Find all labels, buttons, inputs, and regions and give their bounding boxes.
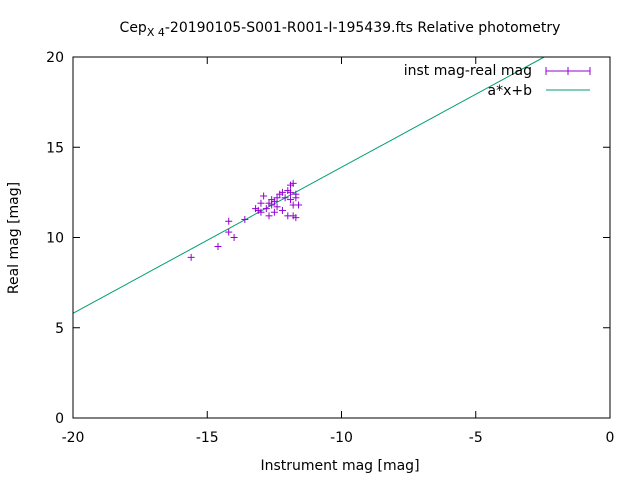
data-point bbox=[273, 203, 281, 211]
data-point bbox=[268, 201, 276, 209]
legend: inst mag-real mag a*x+b bbox=[404, 63, 591, 99]
y-tick-label: 0 bbox=[55, 411, 64, 427]
data-point bbox=[265, 212, 273, 220]
data-point bbox=[257, 199, 265, 207]
fit-line bbox=[72, 56, 545, 314]
data-point bbox=[292, 214, 300, 222]
y-tick-label: 10 bbox=[46, 231, 64, 247]
data-point bbox=[278, 188, 286, 196]
data-point bbox=[260, 192, 268, 200]
data-point bbox=[225, 217, 233, 225]
data-point bbox=[273, 194, 281, 202]
x-tick-label: -10 bbox=[330, 430, 353, 446]
x-tick-label: -20 bbox=[62, 430, 85, 446]
plot-frame bbox=[72, 56, 611, 419]
x-tick-label: -5 bbox=[469, 430, 483, 446]
y-tick-label: 15 bbox=[46, 140, 64, 156]
data-point bbox=[230, 234, 238, 241]
data-point bbox=[270, 208, 278, 216]
y-axis-label: Real mag [mag] bbox=[6, 182, 22, 294]
data-point bbox=[262, 205, 270, 213]
legend-label-fit: a*x+b bbox=[488, 83, 533, 99]
data-point bbox=[225, 228, 233, 236]
x-axis-label: Instrument mag [mag] bbox=[260, 458, 419, 474]
x-tick-label: 0 bbox=[606, 430, 615, 446]
chart-title-subscript: X 4 bbox=[147, 26, 165, 39]
data-point bbox=[187, 253, 195, 261]
data-point bbox=[278, 206, 286, 214]
chart-title-main: Cep bbox=[120, 20, 147, 36]
data-points-layer bbox=[187, 179, 303, 261]
data-point bbox=[286, 188, 294, 196]
data-point bbox=[241, 215, 249, 223]
y-tick-label: 20 bbox=[46, 50, 64, 66]
data-point bbox=[270, 197, 278, 205]
x-tick-label: -15 bbox=[196, 430, 219, 446]
data-point bbox=[286, 196, 294, 204]
y-tick-label: 5 bbox=[55, 321, 64, 337]
data-point bbox=[289, 179, 297, 187]
chart-title-rest: -20190105-S001-R001-I-195439.fts Relativ… bbox=[165, 20, 561, 36]
data-point bbox=[292, 194, 300, 202]
data-point bbox=[281, 194, 289, 202]
data-point bbox=[295, 201, 303, 209]
fit-line-layer bbox=[72, 56, 545, 314]
data-point bbox=[257, 208, 265, 216]
legend-label-points: inst mag-real mag bbox=[404, 63, 532, 79]
chart-title: CepX 4-20190105-S001-R001-I-195439.fts R… bbox=[120, 20, 561, 39]
data-point bbox=[214, 243, 222, 251]
